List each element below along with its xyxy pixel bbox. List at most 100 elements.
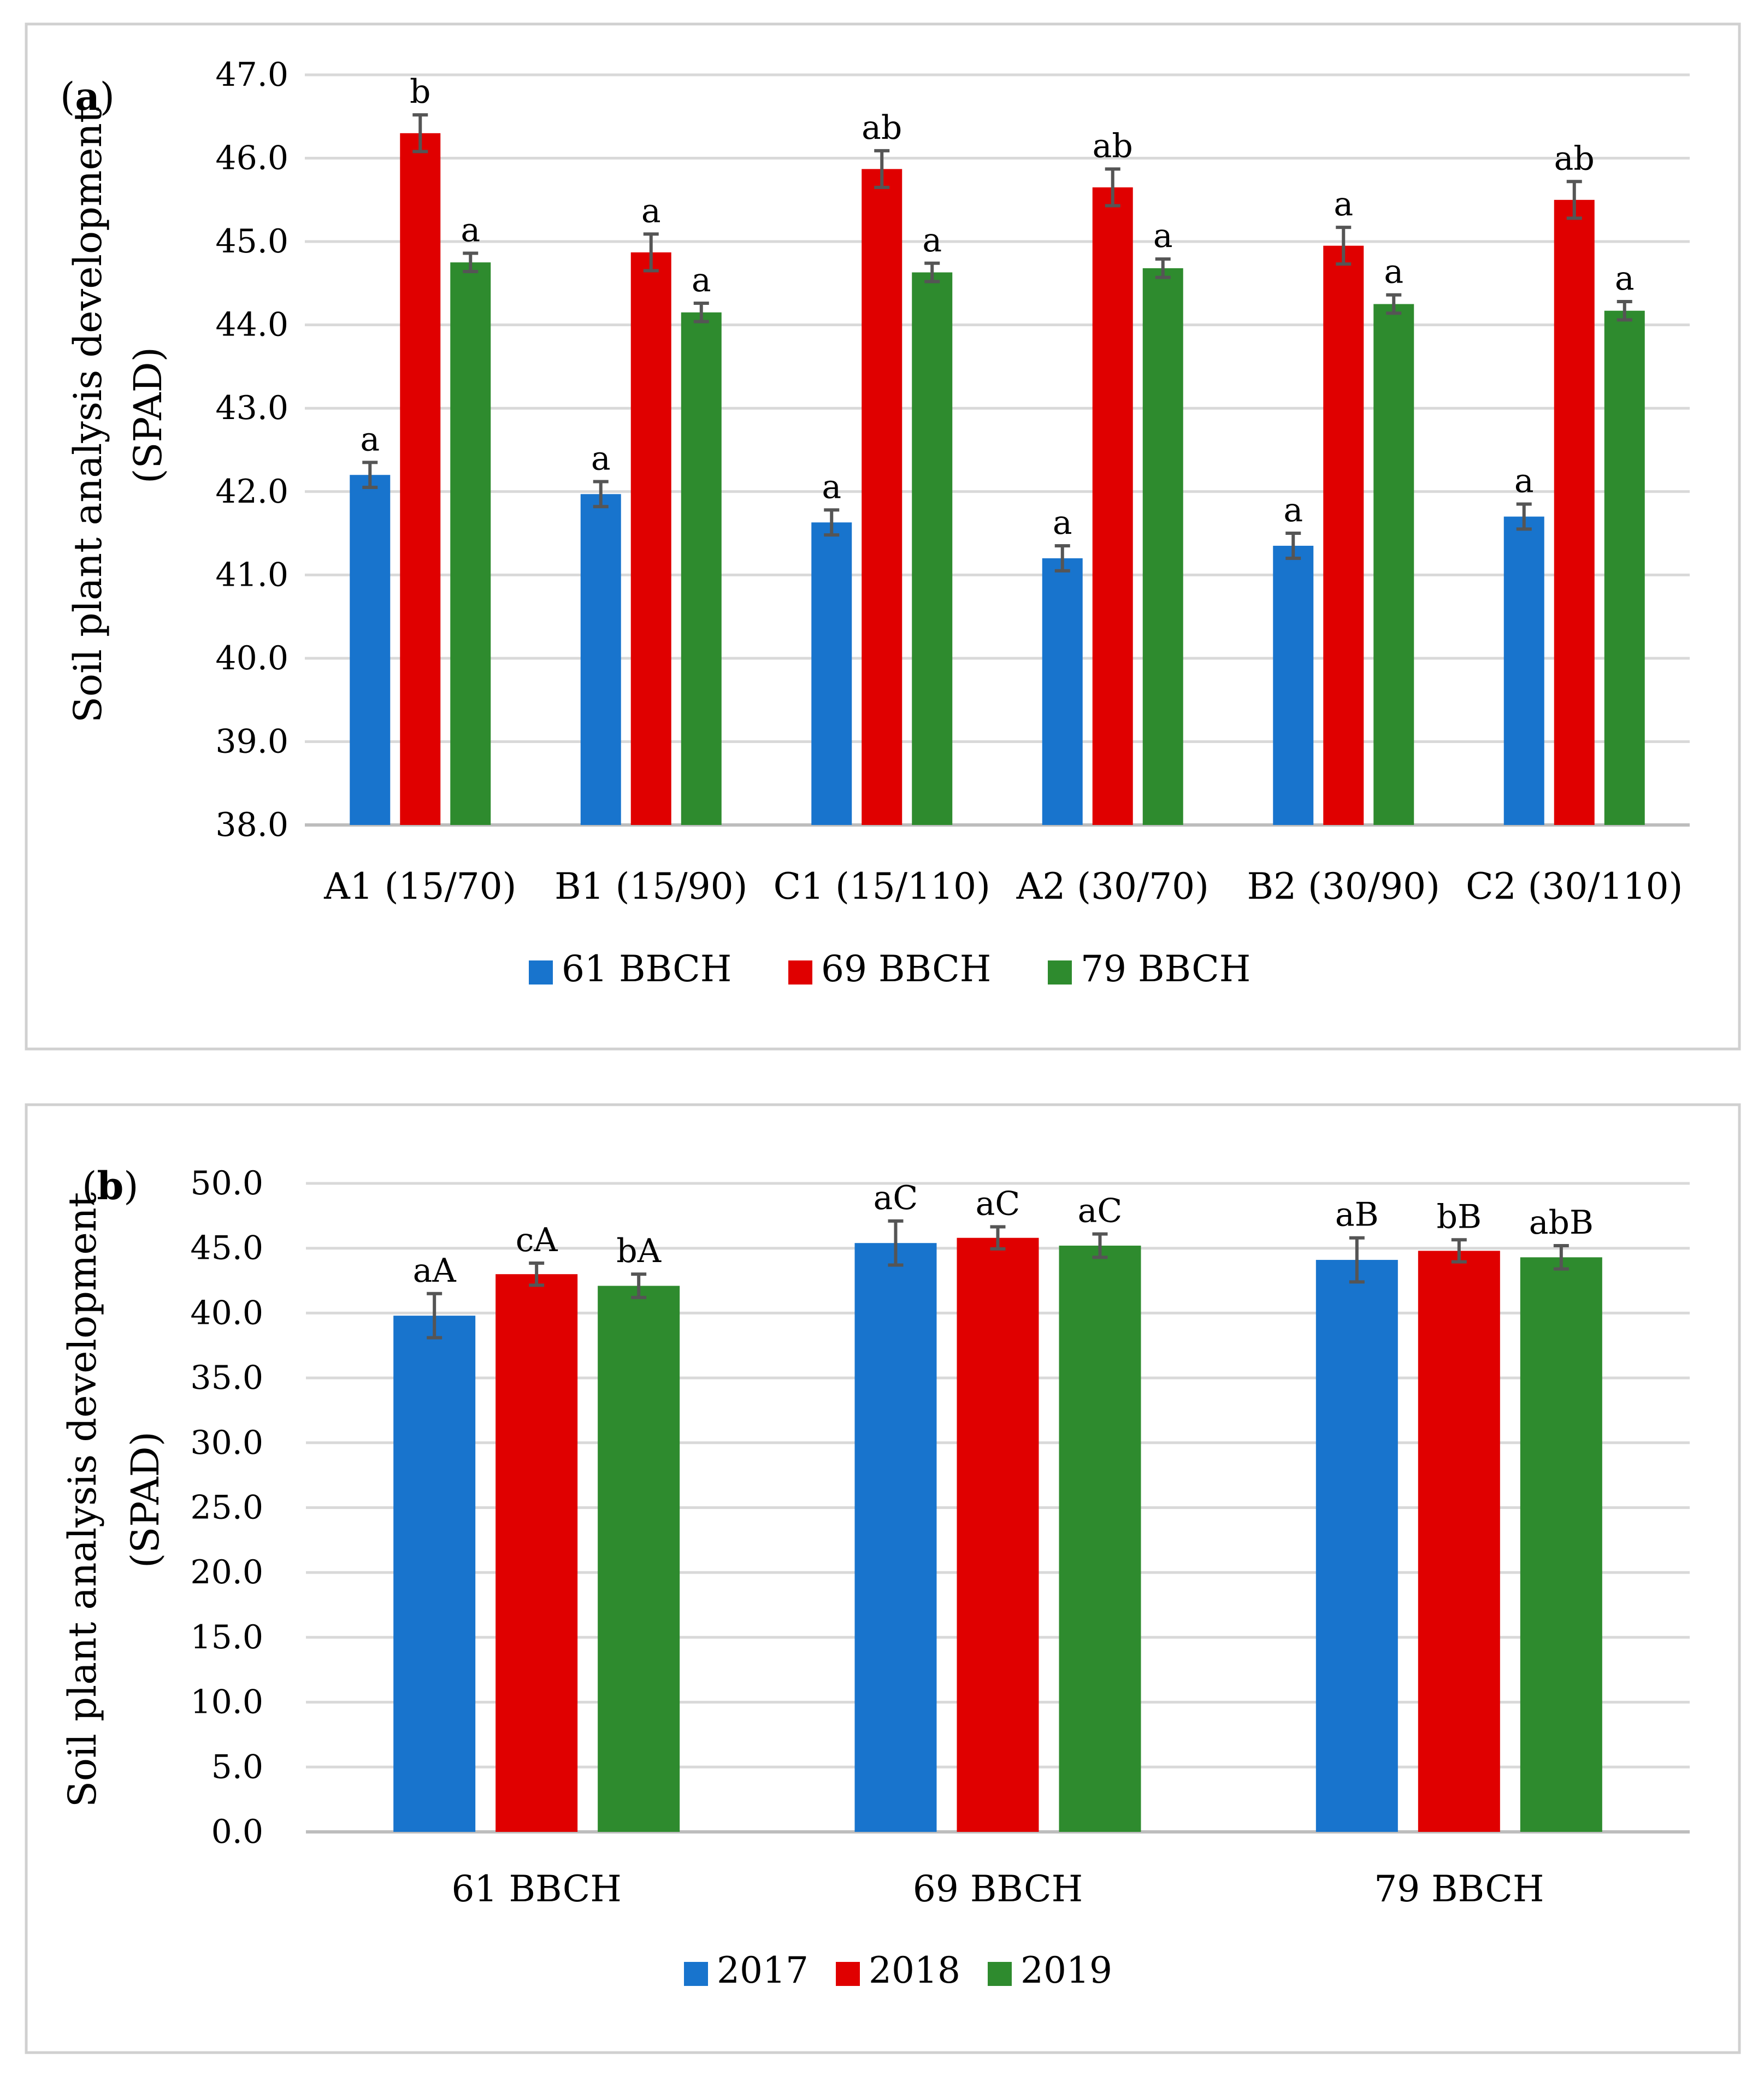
bar — [854, 1243, 937, 1832]
significance-label: a — [922, 221, 942, 260]
bar — [400, 133, 441, 825]
y-tick-label: 15.0 — [190, 1618, 263, 1657]
x-category-label: A2 (30/70) — [1016, 865, 1209, 907]
x-category-label: B1 (15/90) — [554, 865, 747, 907]
bar — [1042, 558, 1083, 825]
legend-swatch — [788, 960, 812, 985]
y-tick-label: 45.0 — [215, 222, 288, 261]
significance-label: abB — [1529, 1204, 1594, 1242]
significance-label: a — [822, 468, 841, 506]
y-tick-label: 20.0 — [190, 1553, 263, 1591]
x-category-label: A1 (15/70) — [323, 865, 516, 907]
legend-swatch — [1048, 960, 1072, 985]
significance-label: a — [1283, 491, 1303, 529]
bar — [1315, 1260, 1398, 1832]
y-tick-label: 38.0 — [215, 806, 288, 844]
bar — [495, 1274, 578, 1832]
bar — [598, 1286, 680, 1832]
bar — [630, 252, 671, 825]
x-category-label: 69 BBCH — [913, 1868, 1083, 1910]
legend-label: 79 BBCH — [1081, 948, 1250, 990]
y-tick-label: 10.0 — [190, 1683, 263, 1722]
bar — [957, 1237, 1039, 1832]
y-tick-label: 47.0 — [215, 56, 288, 94]
y-axis-title: Soil plant analysis development — [66, 108, 110, 723]
significance-label: a — [591, 439, 611, 478]
bar — [1554, 199, 1595, 825]
bar — [1059, 1245, 1141, 1832]
y-tick-label: 35.0 — [190, 1359, 263, 1397]
significance-label: a — [1334, 185, 1353, 223]
bar — [450, 262, 491, 825]
panel-a-spad-by-treatment: 38.0 39.0 40.0 41.0 42.0 43.0 44.0 45.0 46.0 47.0… — [25, 22, 1741, 1051]
legend-swatch — [529, 960, 553, 985]
y-axis-unit: (SPAD) — [123, 1431, 168, 1568]
y-tick-label: 40.0 — [190, 1294, 263, 1332]
bar — [580, 494, 621, 825]
y-tick-label: 50.0 — [190, 1164, 263, 1202]
y-tick-label: 30.0 — [190, 1424, 263, 1462]
x-category-label: 61 BBCH — [452, 1868, 622, 1910]
x-category-label: C1 (15/110) — [774, 865, 990, 907]
significance-label: aB — [1335, 1196, 1379, 1234]
panel-label: (a) — [60, 74, 115, 119]
significance-label: a — [1514, 462, 1534, 500]
legend-label: 2019 — [1020, 1949, 1112, 1991]
legend-swatch — [988, 1962, 1012, 1986]
bar — [350, 475, 391, 825]
legend-label: 2017 — [717, 1949, 809, 1991]
significance-label: aC — [976, 1185, 1020, 1223]
x-category-label: 79 BBCH — [1374, 1868, 1544, 1910]
y-tick-label: 25.0 — [190, 1489, 263, 1527]
y-tick-label: 46.0 — [215, 139, 288, 178]
legend-label: 69 BBCH — [821, 948, 991, 990]
significance-label: ab — [1093, 127, 1133, 165]
bar — [1520, 1257, 1602, 1832]
bar — [1418, 1251, 1500, 1832]
bar — [912, 272, 953, 826]
x-category-label: C2 (30/110) — [1466, 865, 1683, 907]
y-tick-label: 0.0 — [211, 1813, 263, 1851]
legend-label: 61 BBCH — [562, 948, 731, 990]
y-tick-label: 44.0 — [215, 306, 288, 344]
bar — [1373, 304, 1414, 825]
legend-swatch — [836, 1962, 860, 1986]
x-category-label: B2 (30/90) — [1247, 865, 1440, 907]
legend-swatch — [684, 1962, 708, 1986]
y-tick-label: 45.0 — [190, 1229, 263, 1268]
significance-label: a — [641, 192, 661, 230]
panel-frame — [25, 1103, 1741, 2054]
panel-label: (b) — [82, 1163, 139, 1209]
significance-label: a — [360, 420, 380, 458]
significance-label: a — [1153, 217, 1173, 255]
significance-label: a — [461, 211, 480, 249]
panel-b-spad-by-stage-and-year: 0.0 5.0 10.0 15.0 20.0 25.0 30.0 35.0 40.0 45.0 50… — [25, 1103, 1741, 2054]
significance-label: b — [410, 73, 430, 111]
significance-label: aA — [413, 1252, 457, 1290]
y-tick-label: 39.0 — [215, 722, 288, 761]
bar — [1503, 516, 1544, 825]
significance-label: aC — [1078, 1192, 1123, 1230]
significance-label: aC — [874, 1179, 918, 1217]
y-tick-label: 42.0 — [215, 473, 288, 511]
significance-label: ab — [862, 109, 902, 147]
y-tick-label: 40.0 — [215, 639, 288, 677]
significance-label: a — [1615, 260, 1635, 298]
significance-label: a — [1053, 504, 1072, 542]
y-axis-title: Soil plant analysis development — [60, 1192, 105, 1807]
bar — [1323, 245, 1364, 825]
y-tick-label: 43.0 — [215, 389, 288, 427]
significance-label: bA — [616, 1232, 661, 1270]
bar — [681, 312, 722, 825]
significance-label: a — [692, 261, 711, 299]
bar — [811, 522, 852, 825]
bar — [393, 1316, 476, 1832]
legend-label: 2018 — [869, 1949, 960, 1991]
bar — [1273, 545, 1314, 825]
bar — [862, 169, 902, 825]
y-tick-label: 41.0 — [215, 556, 288, 594]
significance-label: bB — [1437, 1198, 1482, 1236]
significance-label: a — [1384, 253, 1403, 291]
bar — [1604, 310, 1645, 825]
